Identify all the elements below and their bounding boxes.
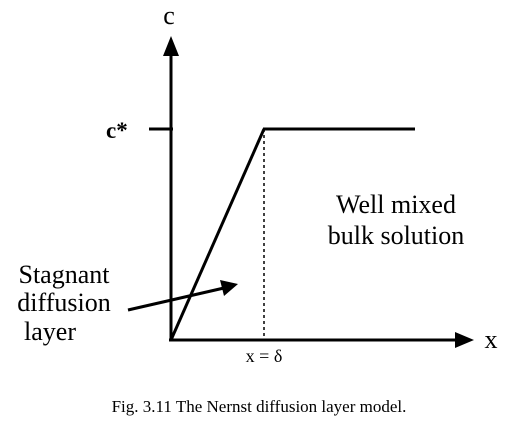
layer-pointer-arrow [127,286,225,312]
layer-label-line3: layer [24,317,76,346]
x-axis-arrowhead [455,332,474,348]
layer-label-line2: diffusion [17,288,110,317]
y-axis-arrowhead [163,36,179,56]
x-delta-label: x = δ [246,346,283,366]
y-axis-label: c [163,1,175,30]
layer-pointer-arrowhead [220,280,238,296]
layer-label-line1: Stagnant [19,260,111,289]
bulk-label-line1: Well mixed [336,190,456,219]
figure-caption: Fig. 3.11 The Nernst diffusion layer mod… [112,397,407,416]
concentration-gradient-line [169,128,266,341]
c-star-label: c* [106,118,128,143]
x-axis-label: x [485,325,498,354]
bulk-label-line2: bulk solution [328,221,465,250]
